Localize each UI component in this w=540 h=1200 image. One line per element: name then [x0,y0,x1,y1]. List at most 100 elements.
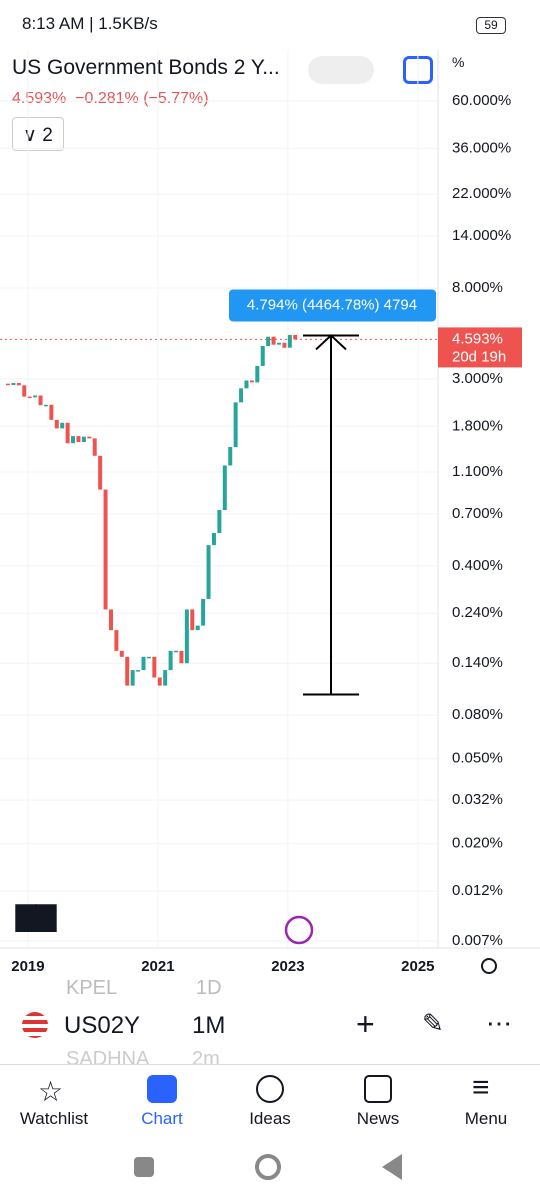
candle-body [60,422,65,429]
count: 2 [42,125,53,146]
candle-body [43,404,48,407]
candle-body [211,532,216,546]
battery: 59 [476,17,506,34]
y-tick-label: 0.012% [452,882,503,899]
candle-body [119,650,124,657]
chart-title[interactable]: US Government Bonds 2 Y... [12,56,280,79]
candle-body [157,677,162,686]
measure-label: 4.794% (4464.78%) 4794 [247,296,417,313]
y-tick-label: 1.100% [452,463,503,480]
candle-body [92,438,97,456]
candle-body [249,380,254,383]
candle-body [293,334,298,340]
candle-body [136,670,141,672]
x-tick-label: 2019 [11,958,44,975]
candle-body [65,422,70,444]
candle-body [125,656,130,686]
y-tick-label: 0.007% [452,932,503,949]
unit: % [452,54,465,70]
candle-body [244,380,249,389]
candle-body [71,436,76,444]
candle-body [49,404,54,420]
nav-back[interactable] [382,1154,402,1180]
symbol[interactable]: US02Y [64,1012,141,1039]
candle-body [174,650,179,653]
price: 4.593% [12,90,67,107]
price-tag-label: 4.593% [452,330,503,347]
candle-body [81,436,86,442]
candle-body [22,385,27,397]
tab[interactable]: Menu [464,1109,508,1128]
icon [147,1075,177,1103]
draw-button[interactable]: ✎ [422,1008,444,1038]
nav-home[interactable] [255,1154,281,1180]
candle-body [168,650,173,671]
x-tick-label: 2021 [141,958,174,975]
candle-body [108,609,113,631]
candle-body [217,510,222,533]
candle-body [146,656,151,659]
measure-arrow [315,334,347,351]
interval[interactable]: 1M [192,1012,226,1039]
add-button[interactable]: + [356,1006,375,1042]
quote: 4.593% −0.281% (−5.77%) [12,90,209,108]
nav-recents[interactable] [134,1157,154,1177]
candle-body [239,388,244,403]
chart: 60.000% 36.000% 22.000% 14.000% 8.000% 3.000%… [0,50,540,975]
candle-body [98,455,103,490]
candle-body [6,383,10,386]
flash-icon [284,915,314,945]
candle-body [27,396,32,399]
y-tick-label: 3.000% [452,370,503,387]
tab-bar: ☆ ≡ Watchlist Chart Ideas News Menu [0,1064,540,1134]
indicator-count[interactable]: ∨ 2 [12,117,64,151]
ghost-interval: 1D [196,977,222,999]
ghost-symbol: KPEL [66,977,118,999]
candle-body [255,365,260,383]
icon [364,1075,392,1103]
candle-body [141,656,146,671]
tab[interactable]: Chart [141,1109,183,1128]
candle-body [38,395,43,406]
flag [22,1012,48,1038]
candle-body [179,650,184,664]
candle-body [152,656,157,678]
candle-body [190,609,195,631]
settings-icon [481,958,497,974]
y-tick-label: 0.080% [452,706,503,723]
tab[interactable]: Ideas [249,1109,291,1128]
y-tick-label: 36.000% [452,139,511,156]
candle-body [201,598,206,626]
more-button[interactable]: ⋯ [486,1008,512,1038]
candle-body [16,383,21,386]
icon: ≡ [472,1071,490,1104]
x-tick-label: 2023 [271,958,304,975]
y-tick-label: 60.000% [452,92,511,109]
tab[interactable]: Watchlist [19,1109,89,1128]
tab[interactable]: News [356,1109,400,1128]
candle-body [287,334,292,348]
y-tick-label: 8.000% [452,279,503,296]
price-tag-countdown: 20d 19h [452,348,506,365]
y-tick-label: 0.050% [452,750,503,767]
y-tick-label: 0.700% [452,505,503,522]
candle-body [271,336,276,345]
candle-body [184,609,189,664]
measure-box [229,289,436,322]
price-tag [438,327,522,368]
candle-body [260,345,265,366]
logo: ▇▇ [15,901,57,932]
toggle[interactable] [308,56,374,84]
y-tick-label: 0.240% [452,604,503,621]
candle-body [33,395,38,398]
y-tick-label: 0.400% [452,557,503,574]
candle-body [277,342,281,345]
candle-body [76,436,81,442]
candle-body [222,465,227,511]
candle-body [266,336,271,346]
candle-body [233,402,238,448]
y-tick-label: 0.140% [452,654,503,671]
candle-body [282,342,287,348]
candle-body [195,625,200,631]
